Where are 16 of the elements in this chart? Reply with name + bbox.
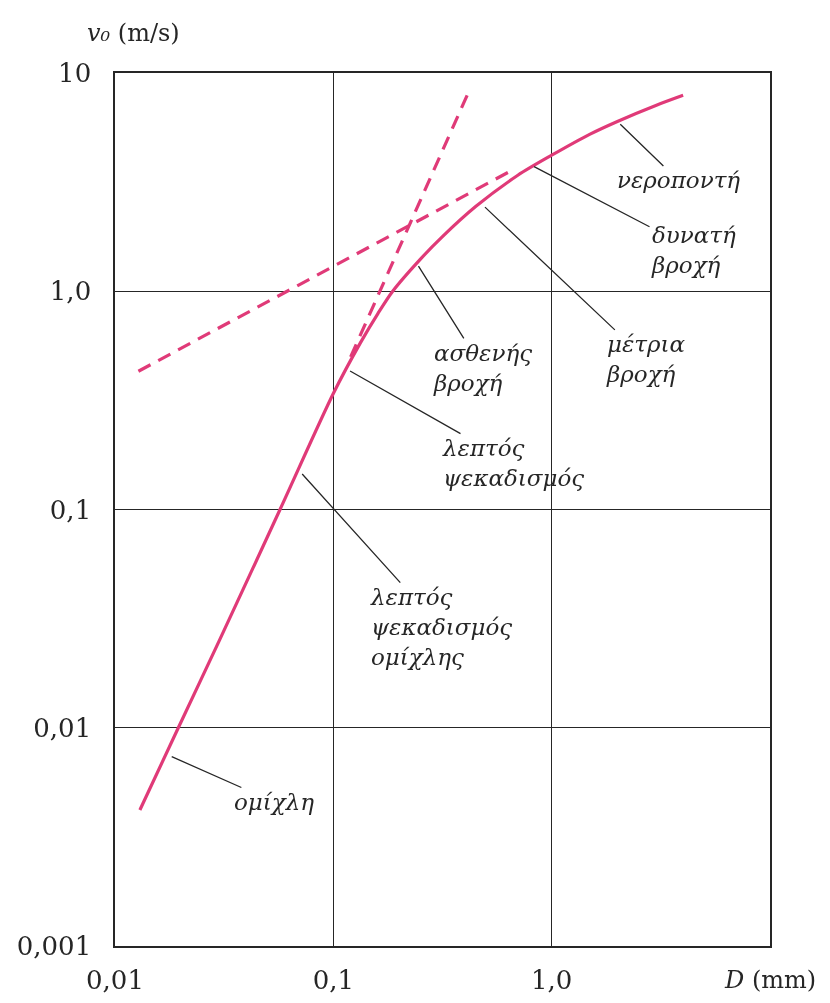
annotation: ασθενής βροχή: [433, 340, 533, 396]
annotation: νεροποντή: [617, 167, 741, 193]
annotation: ομίχλη: [234, 789, 315, 815]
x-tick-label: 0,01: [86, 964, 144, 995]
y-tick-label: 10: [58, 58, 92, 89]
y-tick-label: 0,1: [49, 494, 92, 525]
annotation: μέτρια βροχή: [606, 331, 686, 387]
x-tick-label: 0,1: [312, 964, 355, 995]
annotation: λεπτός ψεκαδισμός ομίχλης: [370, 584, 513, 670]
y-tick-label: 1,0: [49, 276, 92, 307]
annotation: δυνατή βροχή: [651, 222, 737, 278]
y-tick-label: 0,01: [33, 712, 92, 743]
y-axis-title: v₀ (m/s): [87, 19, 180, 47]
x-tick-label: 1,0: [530, 964, 573, 995]
x-axis-title: D (mm): [724, 966, 817, 994]
y-tick-label: 0,001: [16, 931, 92, 962]
